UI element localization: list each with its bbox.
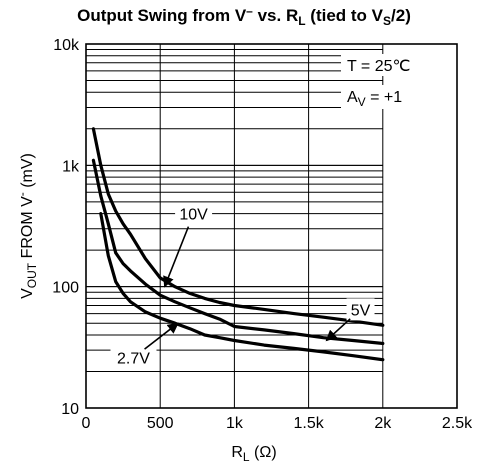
- x-axis-label-main: R: [231, 444, 243, 461]
- y-tick-label: 100: [52, 280, 79, 297]
- condition-temperature-bg: [341, 54, 427, 76]
- y-axis-ticks: 10 100 1k 10k: [52, 37, 80, 418]
- series-callout-bg: [110, 346, 157, 369]
- chart-title-part: /2): [391, 6, 411, 25]
- chart-title-part: (tied to V: [306, 6, 384, 25]
- x-tick-label: 2k: [374, 415, 392, 432]
- data-series: [91, 127, 385, 362]
- x-tick-label: 0: [82, 415, 91, 432]
- series-callout-bg: [346, 298, 375, 321]
- x-tick-label: 2.5k: [442, 415, 473, 432]
- y-axis-label-main: V: [19, 288, 36, 299]
- x-axis-ticks: 0 500 1k 1.5k 2k 2.5k: [82, 415, 474, 432]
- series-line: [99, 212, 385, 362]
- series-callouts: 10V 5V 2.7V: [110, 202, 375, 369]
- condition-gain-bg: [341, 85, 429, 109]
- condition-temperature: T = 25℃: [347, 58, 410, 75]
- series-callout-label: 2.7V: [117, 351, 150, 368]
- series-callout-label: 10V: [179, 207, 208, 224]
- y-axis-label-superscript: -: [15, 192, 29, 196]
- series-callout-label: 5V: [351, 302, 371, 319]
- condition-gain-subscript: V: [358, 95, 366, 109]
- x-tick-label: 1k: [226, 415, 244, 432]
- y-axis-label: VOUT FROM V- (mV): [15, 153, 39, 299]
- series-callout-arrow: [144, 322, 179, 350]
- series-callout-bg: [175, 202, 213, 225]
- y-tick-label: 10: [61, 401, 79, 418]
- y-axis-label-tail: (mV): [19, 153, 36, 192]
- condition-gain-rest: = +1: [366, 89, 403, 106]
- condition-gain: AV = +1: [347, 89, 402, 109]
- chart-title-subscript: S: [383, 14, 391, 28]
- y-tick-label: 1k: [62, 158, 80, 175]
- y-axis-label-subscript: OUT: [25, 262, 39, 288]
- y-axis-label-rest: FROM V: [19, 196, 36, 263]
- plot-frame: [85, 43, 458, 409]
- chart-title: Output Swing from V– vs. RL (tied to VS/…: [77, 4, 411, 28]
- x-tick-label: 1.5k: [293, 415, 324, 432]
- chart-title-part: vs. R: [253, 6, 298, 25]
- y-tick-label: 10k: [53, 37, 80, 54]
- series-line: [91, 158, 385, 346]
- grid-lines: [86, 44, 384, 408]
- x-axis-label-subscript: L: [243, 450, 250, 464]
- chart-title-superscript: –: [246, 4, 253, 18]
- x-axis-label-rest: (Ω): [250, 444, 277, 461]
- x-tick-label: 500: [147, 415, 174, 432]
- x-axis-label: RL (Ω): [231, 444, 276, 464]
- series-callout-arrow: [163, 226, 190, 288]
- series-line: [91, 127, 385, 327]
- chart-title-subscript: L: [298, 14, 305, 28]
- condition-gain-main: A: [347, 89, 358, 106]
- series-callout-arrow: [325, 318, 351, 342]
- chart-title-part: Output Swing from V: [77, 6, 247, 25]
